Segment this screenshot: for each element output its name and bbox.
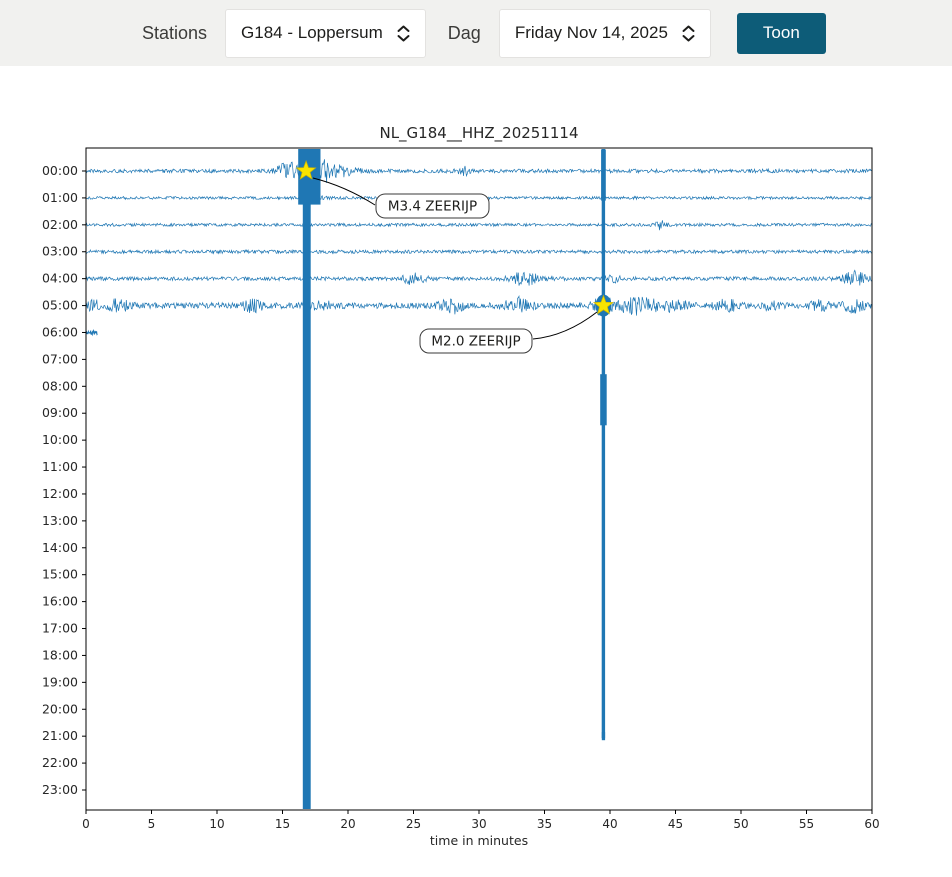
x-tick-label: 60 bbox=[864, 817, 879, 831]
station-select[interactable]: G184 - Loppersum bbox=[225, 8, 426, 58]
y-tick-label: 13:00 bbox=[42, 513, 78, 528]
spike-blob bbox=[600, 374, 607, 426]
day-select[interactable]: Friday Nov 14, 2025 bbox=[498, 8, 711, 58]
y-tick-label: 05:00 bbox=[42, 298, 78, 313]
annotation-label: M2.0 ZEERIJP bbox=[431, 334, 520, 350]
trace-row-3 bbox=[85, 248, 872, 255]
annotation-connector bbox=[312, 177, 376, 206]
event-star-1 bbox=[592, 294, 614, 315]
event-spike-0 bbox=[302, 149, 311, 809]
toolbar: Stations G184 - Loppersum Dag Friday Nov… bbox=[0, 0, 952, 66]
event-star-0 bbox=[295, 159, 317, 180]
x-tick-label: 10 bbox=[209, 817, 224, 831]
chevron-updown-icon bbox=[682, 25, 695, 41]
x-tick-label: 30 bbox=[471, 817, 486, 831]
y-tick-label: 14:00 bbox=[42, 540, 78, 555]
chart-title: NL_G184__HHZ_20251114 bbox=[379, 124, 578, 143]
y-tick-label: 15:00 bbox=[42, 567, 78, 582]
annotation-box bbox=[375, 193, 490, 219]
trace-row-0 bbox=[85, 159, 872, 183]
y-tick-label: 16:00 bbox=[42, 594, 78, 609]
y-tick-label: 03:00 bbox=[42, 244, 78, 259]
x-tick-label: 50 bbox=[733, 817, 748, 831]
x-tick-label: 5 bbox=[148, 817, 156, 831]
trace-row-5 bbox=[85, 294, 872, 316]
y-tick-label: 23:00 bbox=[42, 782, 78, 797]
y-tick-label: 12:00 bbox=[42, 486, 78, 501]
y-tick-label: 09:00 bbox=[42, 405, 78, 420]
x-tick-label: 40 bbox=[602, 817, 617, 831]
y-tick-label: 06:00 bbox=[42, 324, 78, 339]
x-tick-label: 15 bbox=[275, 817, 290, 831]
dag-label: Dag bbox=[447, 22, 481, 43]
y-tick-label: 00:00 bbox=[42, 163, 78, 178]
y-tick-label: 10:00 bbox=[42, 432, 78, 447]
x-axis-label: time in minutes bbox=[430, 833, 528, 848]
y-tick-label: 07:00 bbox=[42, 351, 78, 366]
x-tick-label: 0 bbox=[82, 817, 90, 831]
station-select-value: G184 - Loppersum bbox=[241, 23, 383, 42]
trace-row-partial bbox=[85, 329, 98, 337]
x-tick-label: 45 bbox=[668, 817, 683, 831]
axes-box bbox=[85, 147, 873, 811]
spike-blob bbox=[601, 149, 606, 201]
y-tick-label: 22:00 bbox=[42, 755, 78, 770]
y-tick-label: 02:00 bbox=[42, 217, 78, 232]
x-tick-label: 25 bbox=[406, 817, 421, 831]
chevron-updown-icon bbox=[397, 25, 410, 41]
y-tick-label: 01:00 bbox=[42, 190, 78, 205]
trace-row-4 bbox=[85, 269, 872, 286]
y-tick-label: 04:00 bbox=[42, 271, 78, 286]
y-tick-label: 08:00 bbox=[42, 378, 78, 393]
stations-label: Stations bbox=[142, 22, 208, 43]
spike-blob bbox=[601, 732, 606, 741]
y-tick-label: 11:00 bbox=[42, 459, 78, 474]
y-tick-label: 21:00 bbox=[42, 728, 78, 743]
y-tick-label: 19:00 bbox=[42, 674, 78, 689]
event-spike-1 bbox=[601, 149, 606, 739]
trace-row-2 bbox=[85, 220, 872, 231]
annotation-box bbox=[419, 328, 533, 354]
y-tick-label: 17:00 bbox=[42, 621, 78, 636]
annotation-connector bbox=[532, 311, 598, 340]
y-tick-label: 20:00 bbox=[42, 701, 78, 716]
annotation-label: M3.4 ZEERIJP bbox=[388, 199, 477, 215]
y-tick-label: 18:00 bbox=[42, 647, 78, 662]
day-select-value: Friday Nov 14, 2025 bbox=[514, 23, 668, 42]
x-tick-label: 35 bbox=[537, 817, 552, 831]
toon-button[interactable]: Toon bbox=[736, 12, 826, 54]
x-tick-label: 20 bbox=[340, 817, 355, 831]
x-tick-label: 55 bbox=[799, 817, 814, 831]
